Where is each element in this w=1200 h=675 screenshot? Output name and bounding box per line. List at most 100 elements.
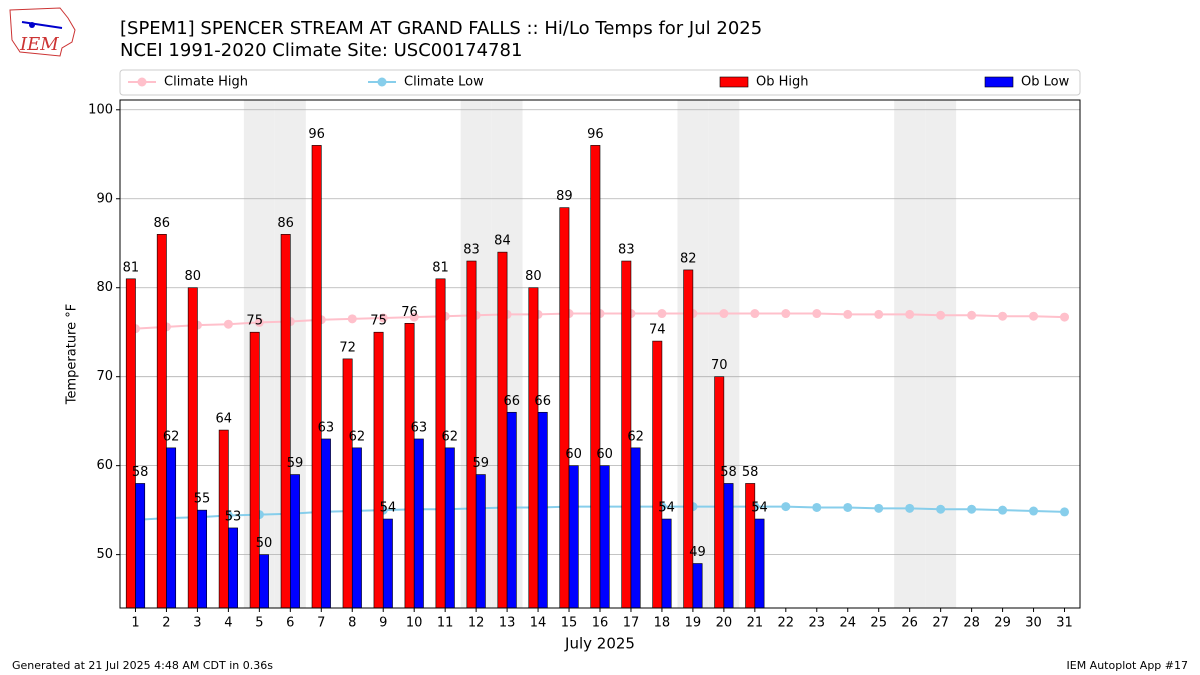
bar <box>197 509 208 609</box>
data-label: 81 <box>123 260 140 275</box>
bar <box>630 447 641 609</box>
x-tick-label: 14 <box>530 616 547 631</box>
x-axis-label: July 2025 <box>564 635 635 653</box>
climate-point <box>347 314 357 324</box>
data-label: 89 <box>556 189 573 204</box>
data-label: 80 <box>185 269 202 284</box>
y-tick-label: 50 <box>96 547 113 562</box>
bar <box>404 323 415 609</box>
chart-subtitle: NCEI 1991-2020 Climate Site: USC00174781 <box>120 40 522 61</box>
climate-point <box>874 503 884 513</box>
x-tick-label: 16 <box>592 616 609 631</box>
data-label: 58 <box>720 465 737 480</box>
data-label: 83 <box>618 243 635 258</box>
climate-point <box>254 317 264 327</box>
data-label: 63 <box>411 420 428 435</box>
legend <box>119 69 1081 96</box>
data-label: 54 <box>658 501 675 516</box>
data-label: 62 <box>163 429 180 444</box>
climate-point <box>1029 311 1039 321</box>
x-tick-label: 25 <box>870 616 887 631</box>
data-label: 75 <box>370 314 387 329</box>
data-label: 64 <box>215 412 232 427</box>
x-tick-label: 10 <box>406 616 423 631</box>
y-tick-label: 60 <box>96 458 113 473</box>
weekend-shade <box>894 100 926 608</box>
data-label: 58 <box>132 465 149 480</box>
x-tick-label: 4 <box>224 616 232 631</box>
x-tick-label: 24 <box>839 616 856 631</box>
data-label: 81 <box>432 260 449 275</box>
data-label: 83 <box>463 243 480 258</box>
data-label: 76 <box>401 305 418 320</box>
bar <box>228 527 238 609</box>
climate-point <box>905 309 915 319</box>
bar <box>259 554 269 609</box>
bar <box>311 145 322 609</box>
y-tick-label: 100 <box>88 102 113 117</box>
data-label: 75 <box>246 314 263 329</box>
bar <box>135 483 146 609</box>
data-label: 60 <box>596 447 613 462</box>
climate-point <box>936 310 946 320</box>
data-label: 96 <box>587 127 604 142</box>
data-label: 62 <box>349 429 366 444</box>
legend-swatch <box>377 77 387 87</box>
x-tick-label: 2 <box>162 616 170 631</box>
data-label: 86 <box>277 216 294 231</box>
bar <box>290 474 300 609</box>
x-tick-label: 23 <box>809 616 826 631</box>
bar <box>466 260 477 609</box>
data-label: 53 <box>225 509 242 524</box>
x-tick-label: 31 <box>1056 616 1073 631</box>
data-label: 54 <box>751 501 768 516</box>
climate-point <box>657 309 667 319</box>
bar <box>661 518 672 609</box>
data-label: 66 <box>503 394 520 409</box>
climate-point <box>874 309 884 319</box>
data-label: 86 <box>154 216 171 231</box>
climate-point <box>812 309 822 319</box>
bar <box>249 331 260 609</box>
bar <box>497 251 508 609</box>
data-label: 59 <box>473 456 490 471</box>
bar <box>280 234 291 609</box>
x-tick-label: 30 <box>1025 616 1042 631</box>
data-label: 50 <box>256 536 273 551</box>
bar <box>506 411 517 609</box>
legend-label: Climate Low <box>404 75 484 90</box>
x-tick-label: 26 <box>901 616 918 631</box>
legend-swatch <box>719 76 749 88</box>
bar <box>342 358 353 609</box>
climate-point <box>812 502 822 512</box>
x-tick-label: 7 <box>317 616 325 631</box>
x-tick-label: 12 <box>468 616 485 631</box>
bar <box>351 447 362 609</box>
climate-point <box>936 504 946 514</box>
data-label: 82 <box>680 251 697 266</box>
x-tick-label: 15 <box>561 616 578 631</box>
bar <box>528 287 539 609</box>
bar <box>559 207 570 609</box>
y-tick-label: 80 <box>96 280 113 295</box>
x-tick-label: 3 <box>193 616 201 631</box>
bar <box>537 411 548 609</box>
bar <box>156 234 167 609</box>
bar <box>692 563 703 609</box>
bar <box>444 447 455 609</box>
x-tick-label: 19 <box>685 616 702 631</box>
x-tick-label: 9 <box>379 616 387 631</box>
y-axis-label: Temperature °F <box>65 304 80 405</box>
bar <box>723 483 734 609</box>
bar <box>187 287 198 609</box>
data-label: 70 <box>711 358 728 373</box>
x-tick-label: 20 <box>716 616 733 631</box>
logo: IEM <box>9 7 76 57</box>
climate-point <box>998 311 1008 321</box>
y-tick-label: 70 <box>96 369 113 384</box>
x-tick-label: 6 <box>286 616 294 631</box>
x-tick-label: 11 <box>437 616 454 631</box>
chart-title: [SPEM1] SPENCER STREAM AT GRAND FALLS ::… <box>120 18 762 39</box>
climate-point <box>750 309 760 319</box>
